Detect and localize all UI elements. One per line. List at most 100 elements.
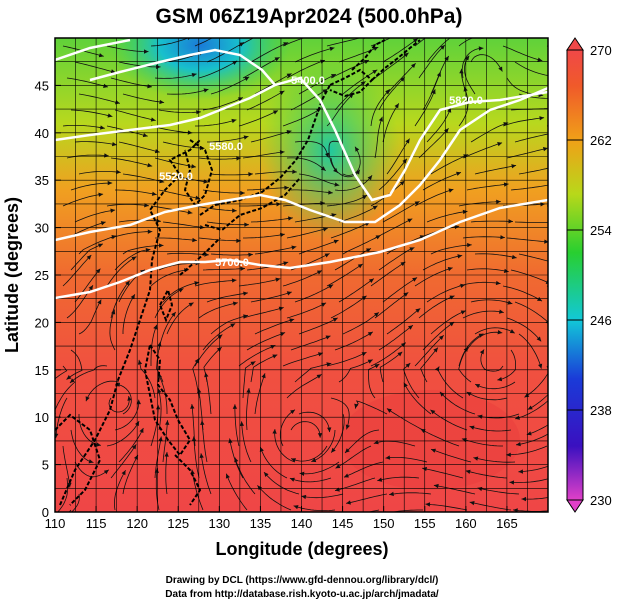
streamline-arrow bbox=[497, 142, 503, 147]
streamline bbox=[368, 363, 380, 399]
streamline-arrow bbox=[151, 191, 157, 196]
streamline bbox=[462, 142, 503, 159]
streamline-arrow bbox=[103, 83, 108, 88]
contour-label: 5820.0 bbox=[449, 95, 483, 107]
streamline-arrow bbox=[100, 221, 106, 226]
streamline bbox=[238, 344, 276, 367]
streamline-arrow bbox=[236, 156, 241, 161]
streamline-arrow bbox=[548, 106, 553, 110]
streamline-arrow bbox=[276, 202, 281, 207]
streamline bbox=[403, 362, 420, 399]
streamline bbox=[377, 476, 420, 482]
streamline-arrow bbox=[542, 147, 548, 152]
streamline-arrow bbox=[511, 164, 517, 169]
streamline-arrow bbox=[377, 477, 383, 482]
streamline-arrow bbox=[362, 195, 368, 200]
streamline-arrow bbox=[321, 302, 327, 307]
grid-lines bbox=[55, 38, 548, 512]
streamline-arrow bbox=[555, 164, 560, 168]
streamline bbox=[458, 333, 484, 367]
streamline bbox=[342, 234, 381, 255]
streamline bbox=[422, 321, 455, 351]
coastline bbox=[351, 39, 386, 71]
streamline bbox=[330, 397, 350, 430]
streamline bbox=[342, 69, 378, 95]
streamline bbox=[477, 487, 520, 495]
streamline bbox=[338, 278, 375, 303]
streamline-arrow bbox=[536, 336, 542, 342]
streamline-arrow bbox=[121, 470, 126, 476]
streamline bbox=[346, 493, 388, 504]
streamline-arrow bbox=[460, 283, 466, 288]
streamline-arrow bbox=[524, 393, 530, 398]
streamline bbox=[254, 246, 297, 255]
streamline-arrow bbox=[130, 294, 135, 300]
height-contour bbox=[55, 38, 131, 62]
streamline bbox=[514, 133, 548, 143]
streamline-arrow bbox=[159, 99, 165, 105]
streamline-arrow bbox=[322, 227, 328, 232]
streamline-arrow bbox=[97, 243, 103, 248]
streamline-arrow bbox=[414, 201, 420, 206]
streamline-arrow bbox=[509, 480, 515, 485]
streamline bbox=[198, 302, 238, 319]
streamline-arrow bbox=[410, 63, 416, 69]
streamline-arrow bbox=[192, 237, 197, 243]
streamline bbox=[326, 194, 368, 207]
streamline-arrow bbox=[290, 409, 296, 415]
streamline-arrow bbox=[237, 97, 243, 102]
streamline bbox=[298, 411, 330, 433]
streamline-arrow bbox=[191, 436, 197, 442]
colorbar-tick-label: 238 bbox=[590, 403, 612, 418]
streamline-arrow bbox=[409, 247, 415, 252]
streamline-arrow bbox=[190, 404, 195, 409]
streamline bbox=[422, 255, 463, 271]
x-axis: 110 115 120 125 130 135 140 145 150 155 160 165 bbox=[45, 506, 518, 531]
streamline bbox=[254, 318, 295, 335]
streamline bbox=[370, 89, 391, 127]
streamline-arrow bbox=[537, 57, 543, 62]
streamline-arrow bbox=[469, 425, 475, 430]
height-contour bbox=[89, 48, 276, 86]
streamline-arrow bbox=[372, 69, 378, 75]
streamline bbox=[78, 93, 121, 104]
streamline-arrow bbox=[374, 364, 380, 369]
streamline-arrow bbox=[279, 90, 285, 95]
streamline-arrow bbox=[516, 441, 521, 447]
streamline bbox=[202, 268, 246, 271]
coastline bbox=[183, 139, 214, 207]
streamline bbox=[118, 427, 144, 463]
streamline-arrow bbox=[142, 132, 148, 138]
streamline-arrow bbox=[373, 46, 379, 51]
streamline-arrow bbox=[156, 218, 161, 224]
streamline-arrow bbox=[110, 208, 116, 213]
x-axis-label: Longitude (degrees) bbox=[215, 539, 388, 559]
streamline-arrow bbox=[244, 76, 250, 81]
x-tick-label: 115 bbox=[86, 516, 107, 531]
streamline-arrow bbox=[449, 295, 455, 300]
streamline bbox=[555, 350, 567, 385]
streamline-arrow bbox=[240, 190, 245, 196]
streamline bbox=[527, 394, 548, 410]
streamline bbox=[263, 471, 300, 495]
x-tick-label: 165 bbox=[496, 516, 518, 531]
streamline-arrow bbox=[334, 182, 340, 187]
y-tick-label: 35 bbox=[35, 173, 49, 188]
streamline bbox=[195, 119, 237, 127]
streamline bbox=[514, 400, 548, 420]
y-tick-label: 25 bbox=[35, 268, 49, 283]
streamline bbox=[474, 327, 515, 335]
streamline bbox=[207, 136, 249, 143]
streamline-arrow bbox=[521, 496, 527, 502]
streamline-arrow bbox=[288, 216, 293, 221]
streamline bbox=[473, 457, 516, 463]
streamline bbox=[374, 218, 413, 239]
streamline-arrow bbox=[97, 299, 102, 305]
streamline-arrow bbox=[299, 471, 305, 476]
streamline-arrow bbox=[343, 473, 349, 478]
streamline-arrow bbox=[386, 408, 392, 413]
streamline-arrow bbox=[317, 352, 323, 357]
streamline bbox=[78, 171, 121, 175]
streamline bbox=[250, 354, 278, 383]
streamline bbox=[470, 299, 513, 305]
